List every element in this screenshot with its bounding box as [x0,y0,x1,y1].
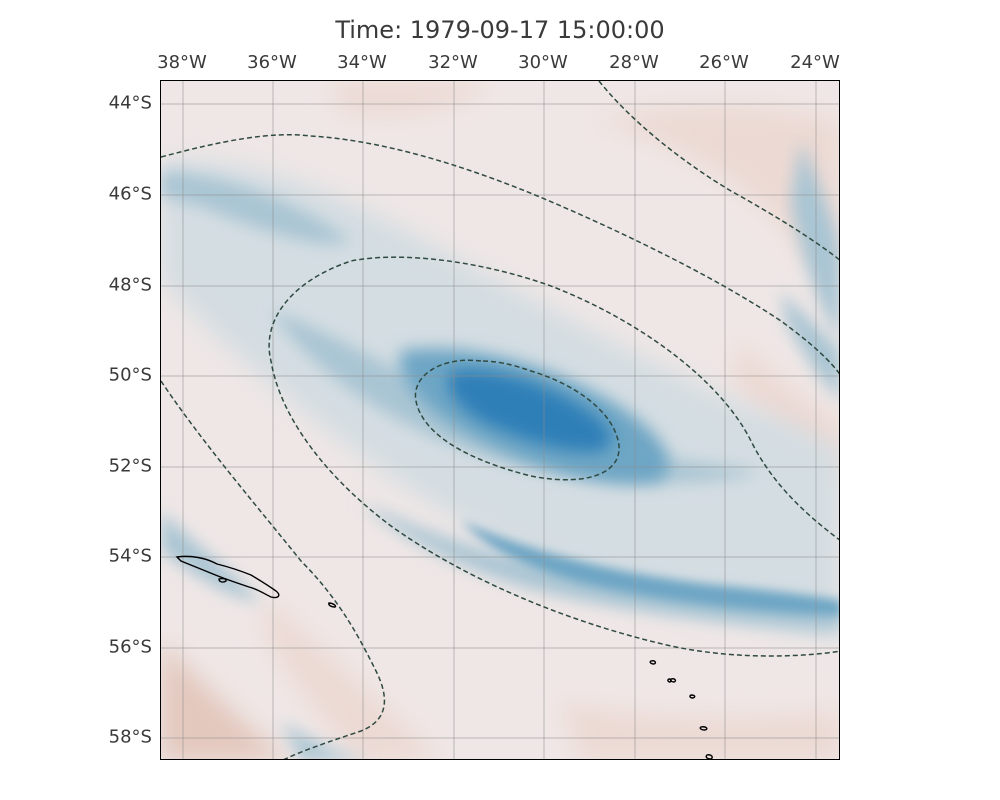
coastlines [175,555,713,759]
negative-strong-core [447,370,612,452]
island-small-g [699,726,708,731]
lat-tick-46s: 46°S [108,183,152,205]
positive-patch-southwest [161,641,289,759]
pressure-contours [161,81,839,759]
map-canvas [161,81,839,759]
lat-tick-44s: 44°S [108,92,152,114]
contour-west-arc [161,380,386,759]
contour-northeast-corner [598,81,839,261]
negative-weak-south-patch [281,721,362,759]
gridlines [161,81,839,759]
lat-tick-54s: 54°S [108,545,152,567]
lat-tick-56s: 56°S [108,636,152,658]
map-panel[interactable] [160,80,840,760]
positive-patch-northeast [591,106,839,280]
contour-outer-ellipse [268,256,839,657]
positive-patch-south [261,601,439,759]
negative-weak-southwest-patch [161,511,261,601]
south-georgia-island [175,555,280,599]
lat-tick-52s: 52°S [108,455,152,477]
island-small-c [649,660,657,665]
lon-tick-28w: 28°W [609,52,659,73]
negative-mid-southern-band [461,521,839,616]
lon-tick-32w: 32°W [428,52,478,73]
lat-tick-50s: 50°S [108,364,152,386]
island-small-b [328,602,337,608]
positive-patch-north [331,81,491,115]
positive-patch-southeast [561,701,839,759]
lat-tick-58s: 58°S [108,726,152,748]
lon-tick-26w: 26°W [699,52,749,73]
lon-tick-30w: 30°W [518,52,568,73]
lat-tick-48s: 48°S [108,274,152,296]
lon-tick-36w: 36°W [247,52,297,73]
contour-north-arc [161,133,839,375]
lon-tick-34w: 34°W [337,52,387,73]
lon-tick-24w: 24°W [790,52,840,73]
lon-tick-38w: 38°W [157,52,207,73]
negative-anomaly-layer [161,141,839,759]
island-small-h [705,754,713,759]
island-small-f [689,694,696,699]
contour-inner-ellipse [414,359,620,481]
negative-weak-northwest-band [161,171,351,244]
negative-weak-east-lower [781,291,839,399]
map-title: Time: 1979-09-17 15:00:00 [335,16,665,44]
negative-weak-east-band [791,141,839,338]
island-small-a [218,577,227,583]
island-small-e [669,678,677,683]
